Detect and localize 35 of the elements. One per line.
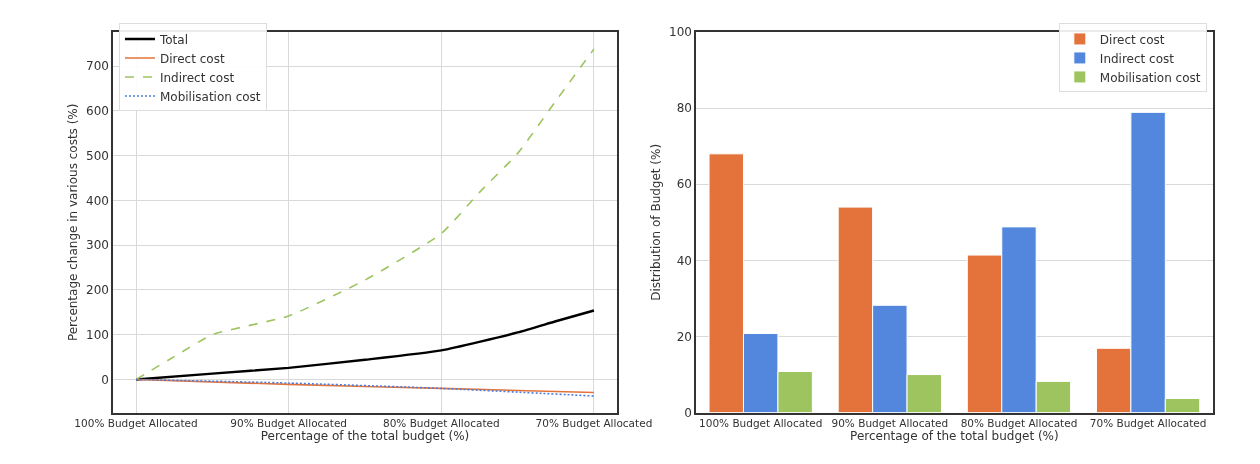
legend-label: Direct cost: [1099, 32, 1165, 47]
y-tick-label: 100: [86, 327, 109, 342]
x-axis-title: Percentage of the total budget (%): [260, 429, 470, 444]
legend-label: Mobilisation cost: [1099, 70, 1201, 85]
x-tick-label: 100% Budget Allocated: [699, 416, 823, 429]
y-tick-label: 600: [86, 104, 109, 119]
y-tick-label: 200: [86, 283, 109, 298]
y-tick-label: 40: [676, 253, 692, 268]
legend-label: Indirect cost: [159, 70, 235, 85]
y-tick-label: 0: [101, 372, 109, 387]
y-tick-label: 60: [676, 177, 692, 192]
y-tick-label: 0: [684, 405, 692, 420]
legend-label: Mobilisation cost: [159, 89, 261, 104]
line-series: [135, 48, 595, 381]
y-tick-label: 700: [86, 59, 109, 74]
x-tick-label: 90% Budget Allocated: [831, 416, 949, 429]
x-tick-label: 70% Budget Allocated: [535, 416, 653, 429]
legend-label: Direct cost: [159, 51, 225, 66]
y-axis-title: Distribution of Budget (%): [648, 143, 663, 301]
x-tick-label: 90% Budget Allocated: [230, 416, 348, 429]
y-tick-label: 500: [86, 148, 109, 163]
line-series: [134, 309, 596, 381]
y-tick-label: 300: [86, 238, 109, 253]
y-tick-label: 20: [676, 329, 692, 344]
legend-label: Indirect cost: [1099, 51, 1175, 66]
x-tick-label: 100% Budget Allocated: [74, 416, 198, 429]
x-tick-label: 80% Budget Allocated: [382, 416, 500, 429]
y-tick-label: 80: [676, 101, 692, 116]
y-axis-title: Percentage change in various costs (%): [65, 103, 80, 342]
x-axis-title: Percentage of the total budget (%): [850, 429, 1059, 444]
x-tick-label: 80% Budget Allocated: [960, 416, 1078, 429]
y-tick-label: 100: [669, 25, 692, 40]
y-tick-label: 400: [86, 193, 109, 208]
legend-label: Total: [158, 32, 188, 47]
x-tick-label: 70% Budget Allocated: [1089, 416, 1207, 429]
